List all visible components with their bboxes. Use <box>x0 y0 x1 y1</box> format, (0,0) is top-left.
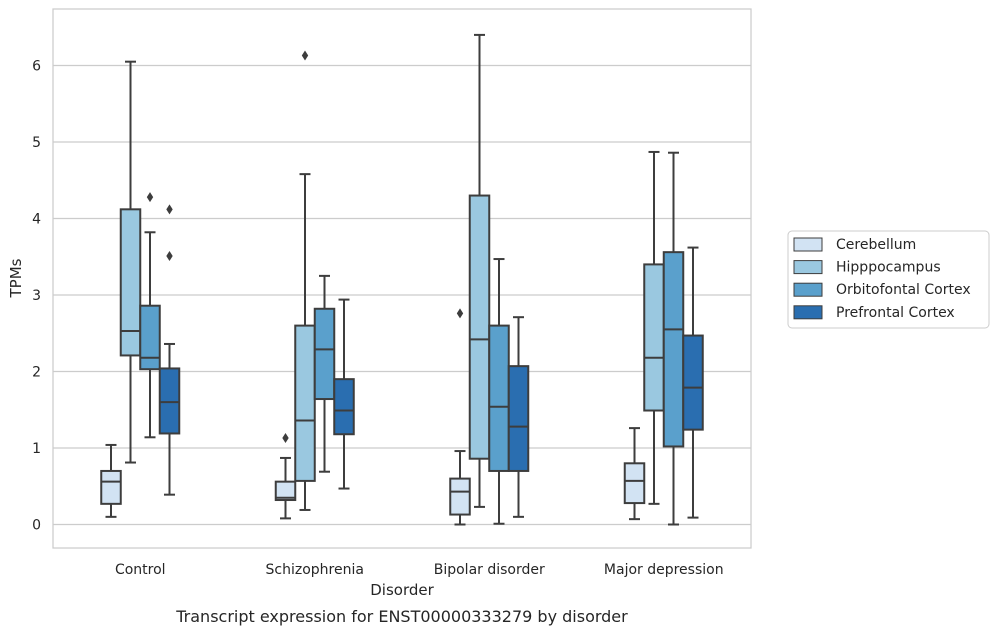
box-1-0 <box>274 433 297 520</box>
box-0-1 <box>119 60 142 464</box>
box-body <box>274 480 297 502</box>
legend-swatch-2 <box>793 282 823 297</box>
chart-caption: Transcript expression for ENST0000033327… <box>175 607 628 626</box>
outlier-0 <box>456 308 464 319</box>
box-1-3 <box>333 298 355 490</box>
outlier-0 <box>166 250 173 261</box>
x-tick-label-2: Bipolar disorder <box>434 562 545 578</box>
box-0-2 <box>139 192 161 439</box>
outlier-0 <box>282 433 289 444</box>
box-body <box>294 324 316 482</box>
y-axis-ticks: 0 1 2 3 4 5 6 <box>32 59 41 534</box>
x-axis-label: Disorder <box>370 581 434 599</box>
box-body <box>333 378 355 436</box>
box-body <box>488 324 510 472</box>
plot-area-frame <box>52 8 752 549</box>
box-3-1 <box>643 150 665 505</box>
x-tick-label-3: Major depression <box>604 562 724 578</box>
x-tick-label-0: Control <box>115 562 166 578</box>
y-tick-label-3: 3 <box>32 288 41 304</box>
x-tick-label-1: Schizophrenia <box>266 562 364 578</box>
box-1-2 <box>313 274 336 473</box>
box-1-1 <box>294 50 316 511</box>
legend-frame <box>787 230 990 329</box>
box-3-2 <box>662 151 685 526</box>
legend-swatch-3 <box>793 305 823 320</box>
box-2-2 <box>488 258 510 525</box>
box-body <box>139 304 161 371</box>
legend-swatch-1 <box>793 260 823 275</box>
box-body <box>662 251 685 448</box>
y-tick-label-1: 1 <box>32 441 41 457</box>
y-tick-label-2: 2 <box>32 365 41 381</box>
box-body <box>313 307 336 401</box>
box-0-3 <box>158 204 181 496</box>
box-plots <box>100 33 704 526</box>
y-tick-label-6: 6 <box>32 59 41 75</box>
box-0-0 <box>100 443 122 518</box>
box-body <box>100 469 122 505</box>
box-body <box>119 208 142 357</box>
y-tick-label-5: 5 <box>32 135 41 151</box>
box-body <box>468 194 491 460</box>
box-3-0 <box>623 427 646 521</box>
box-body <box>507 365 530 472</box>
legend-label-0: Cerebellum <box>836 237 916 253</box>
box-2-0 <box>449 308 471 526</box>
box-2-1 <box>468 33 491 508</box>
box-body <box>449 477 471 516</box>
legend-label-2: Orbitofontal Cortex <box>836 282 971 298</box>
box-2-3 <box>507 316 530 518</box>
box-body <box>623 462 646 505</box>
box-3-3 <box>682 246 704 519</box>
legend-label-1: Hipppocampus <box>836 260 941 276</box>
box-body <box>158 367 181 435</box>
y-axis-label: TPMs <box>7 258 25 298</box>
box-body <box>643 263 665 412</box>
legend-label-3: Prefrontal Cortex <box>836 305 955 321</box>
y-tick-label-4: 4 <box>32 212 41 228</box>
y-tick-label-0: 0 <box>32 518 41 534</box>
box-body <box>682 334 704 431</box>
legend-swatch-0 <box>793 237 823 252</box>
outlier-1 <box>166 204 173 215</box>
outlier-0 <box>301 50 309 61</box>
x-axis-ticks: Control Schizophrenia Bipolar disorder Majo… <box>115 562 724 578</box>
legend: Cerebellum Hipppocampus Orbitofontal Corte… <box>787 230 990 329</box>
outlier-0 <box>146 192 154 203</box>
